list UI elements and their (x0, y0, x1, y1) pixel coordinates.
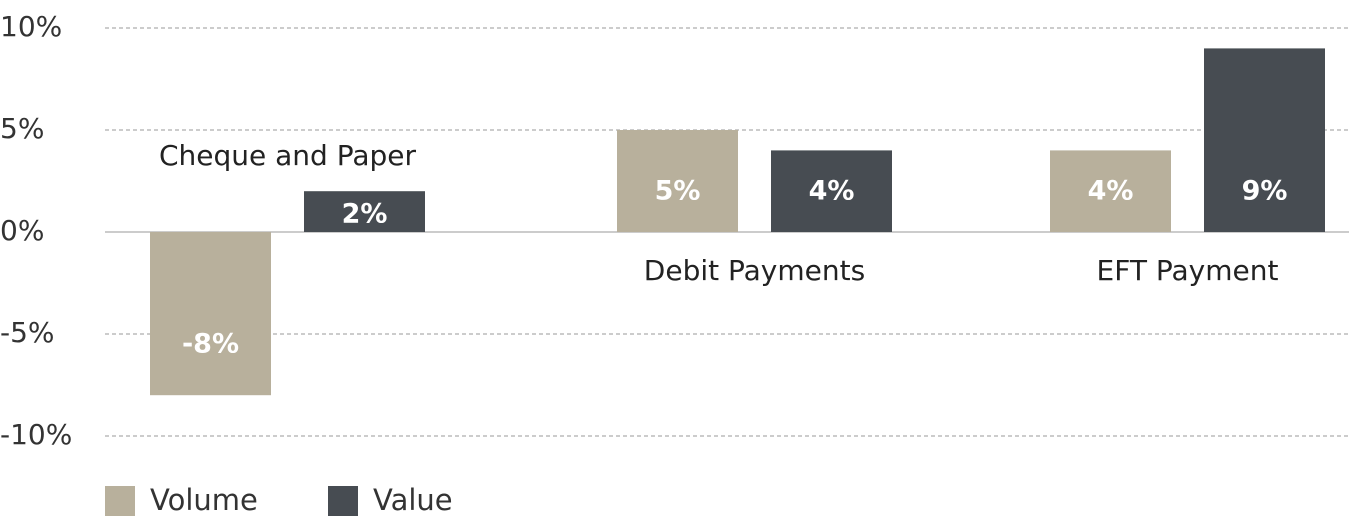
legend-label: Volume (150, 483, 258, 516)
legend-swatch (328, 486, 358, 516)
category-label: Cheque and Paper (159, 139, 417, 172)
bar (1204, 48, 1325, 233)
data-label: 2% (342, 199, 388, 230)
y-tick-label: -10% (0, 418, 72, 451)
legend-swatch (105, 486, 135, 516)
bar (150, 232, 271, 396)
bar (304, 191, 425, 232)
bar (1050, 150, 1171, 232)
legend-label: Value (373, 483, 453, 516)
y-tick-label: -5% (0, 316, 55, 349)
category-label: EFT Payment (1097, 254, 1279, 287)
y-tick-label: 5% (0, 112, 44, 145)
bar (771, 150, 892, 232)
y-tick-label: 10% (0, 10, 62, 43)
category-label: Debit Payments (644, 254, 865, 287)
data-label: 4% (1088, 176, 1134, 207)
y-tick-label: 0% (0, 214, 44, 247)
data-label: 5% (655, 176, 701, 207)
data-label: 4% (809, 176, 855, 207)
data-label: -8% (182, 329, 239, 360)
data-label: 9% (1242, 176, 1288, 207)
bar (617, 130, 738, 232)
